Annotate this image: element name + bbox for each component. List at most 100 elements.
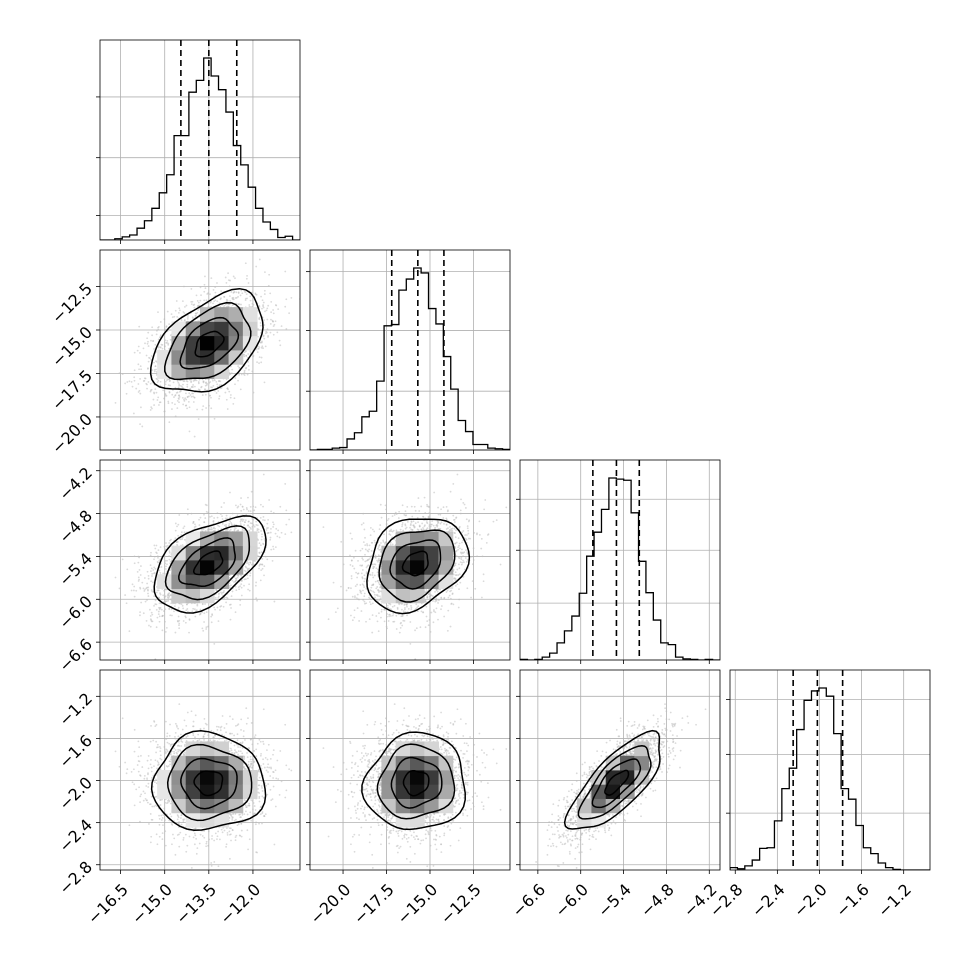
sample-point (137, 561, 140, 564)
sample-point (162, 594, 165, 597)
sample-point (217, 620, 220, 622)
sample-point (267, 334, 270, 337)
sample-point (235, 291, 238, 294)
sample-point (149, 625, 152, 628)
sample-point (205, 510, 208, 513)
sample-point (231, 590, 234, 593)
sample-point (266, 522, 269, 525)
panel-content (100, 460, 300, 660)
sample-point (284, 305, 287, 308)
sample-point (137, 383, 140, 385)
sample-point (210, 407, 213, 410)
sample-point (272, 325, 275, 328)
sample-point (186, 318, 189, 320)
sample-point (199, 286, 202, 289)
sample-point (225, 601, 227, 604)
sample-point (174, 605, 176, 608)
sample-point (248, 526, 251, 528)
sample-point (143, 377, 146, 380)
sample-point (243, 369, 246, 372)
sample-point (164, 562, 167, 565)
sample-point (264, 271, 266, 274)
sample-point (164, 620, 166, 623)
sample-point (164, 568, 167, 570)
sample-point (186, 407, 188, 410)
sample-point (149, 357, 151, 360)
sample-point (183, 398, 185, 401)
sample-point (224, 391, 227, 394)
sample-point (205, 504, 208, 507)
sample-point (139, 574, 142, 576)
sample-point (229, 516, 232, 519)
sample-point (253, 509, 256, 512)
sample-point (151, 572, 154, 575)
sample-point (252, 303, 255, 306)
sample-point (157, 328, 160, 331)
sample-point (171, 408, 173, 410)
sample-point (114, 401, 117, 404)
sample-point (186, 395, 189, 398)
sample-point (190, 288, 193, 290)
sample-point (164, 559, 167, 562)
sample-point (192, 384, 194, 386)
sample-point (138, 568, 141, 571)
sample-point (161, 347, 164, 350)
sample-point (147, 381, 150, 383)
sample-point (178, 383, 181, 386)
sample-point (184, 615, 187, 618)
sample-point (213, 379, 216, 382)
contour-line (179, 316, 240, 370)
sample-point (244, 519, 247, 522)
sample-point (187, 400, 190, 403)
sample-point (147, 574, 150, 577)
sample-point (266, 558, 269, 561)
sample-point (212, 288, 215, 291)
sample-point (169, 560, 172, 563)
sample-point (257, 347, 260, 350)
sample-point (186, 603, 188, 606)
sample-point (225, 525, 228, 528)
sample-point (249, 295, 252, 298)
sample-point (255, 265, 258, 268)
sample-point (248, 368, 250, 371)
sample-point (156, 560, 159, 563)
sample-point (247, 588, 249, 591)
sample-point (272, 309, 275, 311)
sample-point (146, 342, 149, 345)
sample-point (185, 404, 188, 407)
sample-point (174, 537, 177, 540)
sample-point (249, 351, 252, 354)
sample-point (210, 615, 213, 618)
sample-point (204, 603, 206, 605)
sample-point (240, 594, 243, 597)
density-cell (228, 307, 244, 322)
sample-point (157, 338, 160, 341)
sample-point (259, 503, 262, 506)
sample-point (130, 589, 133, 592)
sample-point (237, 379, 239, 382)
sample-point (262, 505, 264, 508)
sample-point (130, 380, 133, 383)
sample-point (137, 576, 140, 579)
sample-point (249, 350, 252, 353)
sample-point (205, 626, 208, 629)
sample-point (138, 325, 141, 328)
sample-point (246, 577, 249, 580)
sample-point (203, 621, 205, 623)
sample-point (219, 513, 222, 516)
sample-point (149, 615, 152, 617)
sample-point (239, 523, 242, 525)
sample-point (155, 368, 157, 371)
sample-point (261, 567, 264, 570)
sample-point (157, 396, 160, 399)
density-cell (171, 364, 187, 379)
sample-point (168, 390, 171, 393)
sample-point (155, 333, 158, 336)
density-cell (214, 321, 229, 337)
sample-point (154, 658, 157, 660)
sample-point (264, 555, 267, 558)
sample-point (146, 586, 148, 589)
sample-point (241, 527, 244, 530)
density-cell (242, 307, 258, 322)
sample-point (199, 299, 202, 302)
